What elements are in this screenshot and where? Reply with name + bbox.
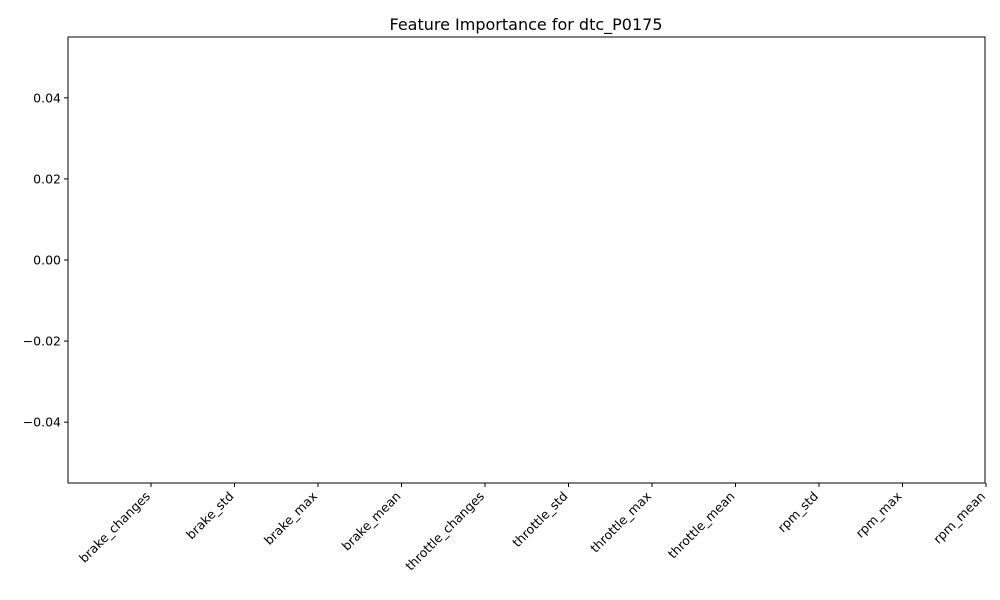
y-tick-label: −0.04 bbox=[23, 415, 61, 430]
y-tick-label: 0.00 bbox=[33, 253, 61, 268]
x-tick-label: throttle_mean bbox=[665, 489, 738, 562]
y-axis: −0.04 −0.02 0.00 0.02 0.04 bbox=[23, 90, 68, 430]
x-axis: brake_changes brake_std brake_max brake_mea… bbox=[76, 483, 988, 573]
y-tick-label: 0.04 bbox=[33, 90, 61, 105]
x-tick-label: brake_std bbox=[183, 489, 237, 543]
x-tick-label: rpm_max bbox=[852, 489, 904, 541]
x-tick-label: throttle_max bbox=[587, 489, 654, 556]
x-tick-label: rpm_std bbox=[775, 489, 822, 536]
x-tick-label: brake_max bbox=[261, 489, 320, 548]
y-tick-label: 0.02 bbox=[33, 171, 61, 186]
x-tick-label: throttle_changes bbox=[402, 489, 487, 574]
x-tick-label: brake_changes bbox=[76, 489, 153, 566]
x-tick-label: rpm_mean bbox=[930, 489, 988, 547]
chart-title: Feature Importance for dtc_P0175 bbox=[390, 15, 663, 35]
x-tick-label: brake_mean bbox=[339, 489, 404, 554]
x-tick-label: throttle_std bbox=[509, 489, 570, 550]
plot-frame bbox=[67, 36, 986, 484]
y-tick-label: −0.02 bbox=[23, 334, 61, 349]
